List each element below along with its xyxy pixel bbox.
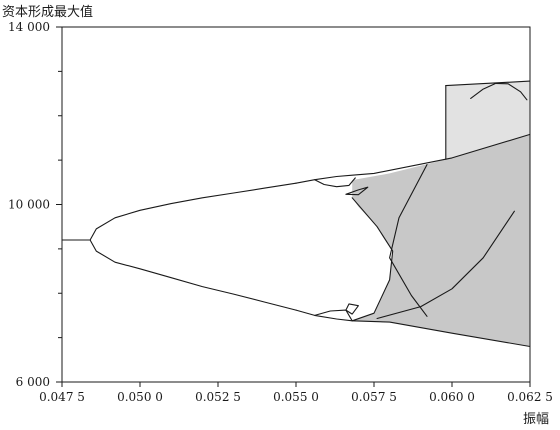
x-tick-label-4: 0.055 0 <box>273 390 319 404</box>
y-tick-label-2: 10 000 <box>8 198 50 212</box>
curve-13 <box>445 80 531 87</box>
curve-7 <box>314 309 353 322</box>
axis-ticks: 0.047 5 0.050 0 0.052 5 0.055 0 0.057 5 0.060… <box>8 20 553 404</box>
shaded-region-2 <box>445 81 530 160</box>
x-tick-label-3: 0.052 5 <box>195 390 241 404</box>
curve-2 <box>89 182 297 241</box>
x-tick-label-6: 0.060 0 <box>429 390 475 404</box>
shaded-region-1 <box>352 134 530 347</box>
curve-11 <box>389 164 428 317</box>
x-axis-title: 振幅 <box>523 412 549 427</box>
curve-3 <box>89 239 297 311</box>
x-tick-label-2: 0.050 0 <box>117 390 163 404</box>
y-tick-label-1: 6 000 <box>16 375 50 389</box>
x-tick-label-5: 0.057 5 <box>351 390 397 404</box>
y-tick-label-3: 14 000 <box>8 20 50 34</box>
curve-series <box>61 80 531 348</box>
curve-8 <box>345 186 369 196</box>
curve-9 <box>345 303 359 315</box>
x-tick-label-7: 0.062 5 <box>507 390 553 404</box>
curve-15 <box>470 82 528 101</box>
x-tick-label-1: 0.047 5 <box>39 390 85 404</box>
y-axis-title: 资本形成最大值 <box>2 4 93 20</box>
curve-12 <box>376 210 515 320</box>
curve-6 <box>314 177 356 188</box>
shaded-regions <box>352 81 530 347</box>
curve-10 <box>351 197 394 322</box>
